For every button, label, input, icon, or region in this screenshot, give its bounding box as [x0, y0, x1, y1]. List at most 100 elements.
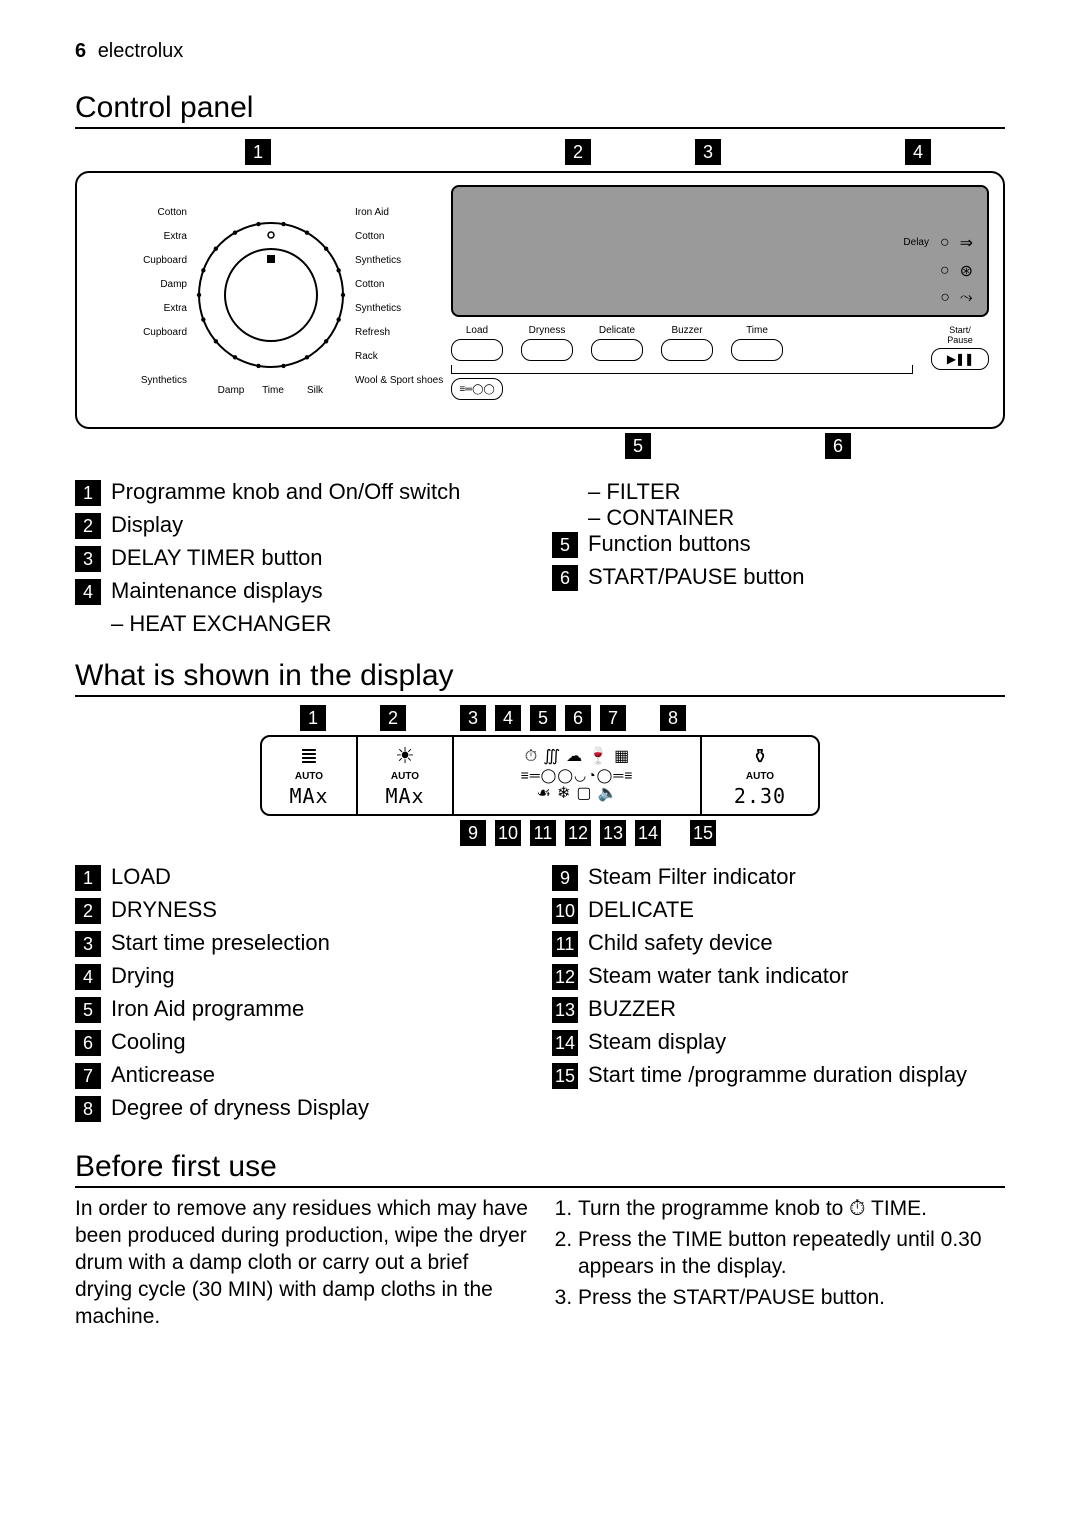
display-legend: 1LOAD2DRYNESS3Start time preselection4Dr…	[75, 864, 1005, 1128]
brand-name: electrolux	[98, 40, 184, 62]
display-icon: ▦	[614, 749, 629, 765]
svg-text:Wool & Sport shoes: Wool & Sport shoes	[355, 375, 443, 386]
legend-item: 3DELAY TIMER button	[75, 545, 528, 572]
legend-number: 1	[75, 480, 101, 506]
maintenance-icons: ○⇒ ○⊛ ○⤳	[940, 233, 973, 307]
function-button: Buzzer	[661, 325, 713, 361]
legend-item: 15 Start time /programme duration display	[552, 1062, 1005, 1089]
callout-7: 7	[600, 705, 626, 731]
legend-text: Drying	[111, 963, 175, 989]
legend-text: Cooling	[111, 1029, 186, 1055]
legend-item: 7Anticrease	[75, 1062, 528, 1089]
step-item: Turn the programme knob to ⏱ TIME.	[578, 1196, 1005, 1223]
display-icon: ▢	[576, 786, 591, 802]
callout-8: 8	[660, 705, 686, 731]
legend-text: Start time /programme duration display	[588, 1062, 967, 1088]
svg-text:Iron Aid: Iron Aid	[355, 207, 389, 218]
legend-item: 6 START/PAUSE button	[552, 564, 1005, 591]
callout-15: 15	[690, 820, 716, 846]
callout-11: 11	[530, 820, 556, 846]
legend-text: Anticrease	[111, 1062, 215, 1088]
svg-text:Synthetics: Synthetics	[141, 375, 187, 386]
page: 6 electrolux Control panel 1234 CottonEx…	[0, 0, 1080, 1390]
legend-number: 6	[75, 1030, 101, 1056]
step-item: Press the START/PAUSE button.	[578, 1285, 1005, 1312]
display-icon: 🍷	[588, 749, 608, 765]
callout-4: 4	[495, 705, 521, 731]
lcd-display: Delay ○⇒ ○⊛ ○⤳	[451, 185, 989, 317]
svg-text:Extra: Extra	[164, 303, 188, 314]
function-button: Time	[731, 325, 783, 361]
legend-text: Degree of dryness Display	[111, 1095, 369, 1121]
callout-4: 4	[905, 139, 931, 165]
svg-text:Rack: Rack	[355, 351, 379, 362]
container-icon: ⤳	[960, 289, 973, 307]
legend-text: Display	[111, 512, 183, 538]
play-pause-icon: ▶❚❚	[931, 348, 989, 370]
legend-number: 3	[75, 931, 101, 957]
svg-text:Cotton: Cotton	[158, 207, 187, 218]
function-button: Dryness	[521, 325, 573, 361]
control-panel-legend: 1Programme knob and On/Off switch2Displa…	[75, 479, 1005, 637]
legend-subitem: – HEAT EXCHANGER	[111, 611, 528, 637]
legend-item: 5 Function buttons	[552, 531, 1005, 558]
display-icon: ⏱	[525, 749, 537, 765]
legend-number: 15	[552, 1063, 578, 1089]
svg-text:Synthetics: Synthetics	[355, 255, 401, 266]
callout-10: 10	[495, 820, 521, 846]
svg-text:Extra: Extra	[164, 231, 188, 242]
callouts-top: 1234	[75, 139, 1005, 171]
legend-item: 4Maintenance displays	[75, 578, 528, 605]
callout-2: 2	[380, 705, 406, 731]
legend-subitem: – FILTER	[588, 479, 1005, 505]
start-pause-button: Start/ Pause ▶❚❚	[931, 325, 989, 370]
display-icon: ❄	[557, 786, 570, 802]
callout-12: 12	[565, 820, 591, 846]
filter-icon: ⊛	[960, 261, 973, 281]
legend-item: 9 Steam Filter indicator	[552, 864, 1005, 891]
callout-5: 5	[530, 705, 556, 731]
legend-text: DELICATE	[588, 897, 694, 923]
legend-subitem: – CONTAINER	[588, 505, 1005, 531]
callouts-bottom: 56	[75, 433, 1005, 465]
callout-1: 1	[245, 139, 271, 165]
legend-text: DELAY TIMER button	[111, 545, 323, 571]
callout-6: 6	[825, 433, 851, 459]
steps-list: Turn the programme knob to ⏱ TIME. Press …	[552, 1196, 1005, 1312]
intro-paragraph: In order to remove any residues which ma…	[75, 1196, 528, 1330]
legend-number: 2	[75, 898, 101, 924]
legend-number: 5	[552, 532, 578, 558]
svg-text:Synthetics: Synthetics	[355, 303, 401, 314]
legend-item: 13BUZZER	[552, 996, 1005, 1023]
page-number: 6	[75, 40, 86, 62]
svg-text:Cupboard: Cupboard	[143, 327, 187, 338]
legend-number: 9	[552, 865, 578, 891]
legend-text: DRYNESS	[111, 897, 217, 923]
control-panel-diagram: 1234 CottonExtraCupboardDampExtraCupboar…	[75, 139, 1005, 465]
callout-6: 6	[565, 705, 591, 731]
legend-text: START/PAUSE button	[588, 564, 804, 590]
callout-1: 1	[300, 705, 326, 731]
legend-item: 1Programme knob and On/Off switch	[75, 479, 528, 506]
legend-text: Maintenance displays	[111, 578, 323, 604]
iron-aid-icon: ≡═◯◯	[451, 378, 503, 400]
legend-number: 13	[552, 997, 578, 1023]
legend-text: Steam Filter indicator	[588, 864, 796, 890]
legend-number: 1	[75, 865, 101, 891]
legend-number: 6	[552, 565, 578, 591]
display-icon: ☙	[537, 786, 551, 802]
legend-number: 10	[552, 898, 578, 924]
steam-level-icon: ⚱	[752, 744, 769, 769]
callout-3: 3	[695, 139, 721, 165]
legend-number: 11	[552, 931, 578, 957]
callout-9: 9	[460, 820, 486, 846]
function-button: Delicate	[591, 325, 643, 361]
arrow-icon: ⇒	[960, 233, 973, 253]
display-icon: ∭	[543, 749, 560, 765]
display-outline: ≣ AUTO MAx ☀ AUTO MAx ⏱∭☁🍷▦ ≡═◯◯◡◔◯═≡ ☙❄…	[260, 735, 820, 816]
svg-text:Damp: Damp	[218, 385, 245, 396]
legend-item: 8Degree of dryness Display	[75, 1095, 528, 1122]
legend-text: Function buttons	[588, 531, 751, 557]
page-header: 6 electrolux	[75, 40, 1005, 63]
display-and-buttons-region: Delay ○⇒ ○⊛ ○⤳ LoadDrynessDelicateBuzzer…	[451, 185, 989, 405]
